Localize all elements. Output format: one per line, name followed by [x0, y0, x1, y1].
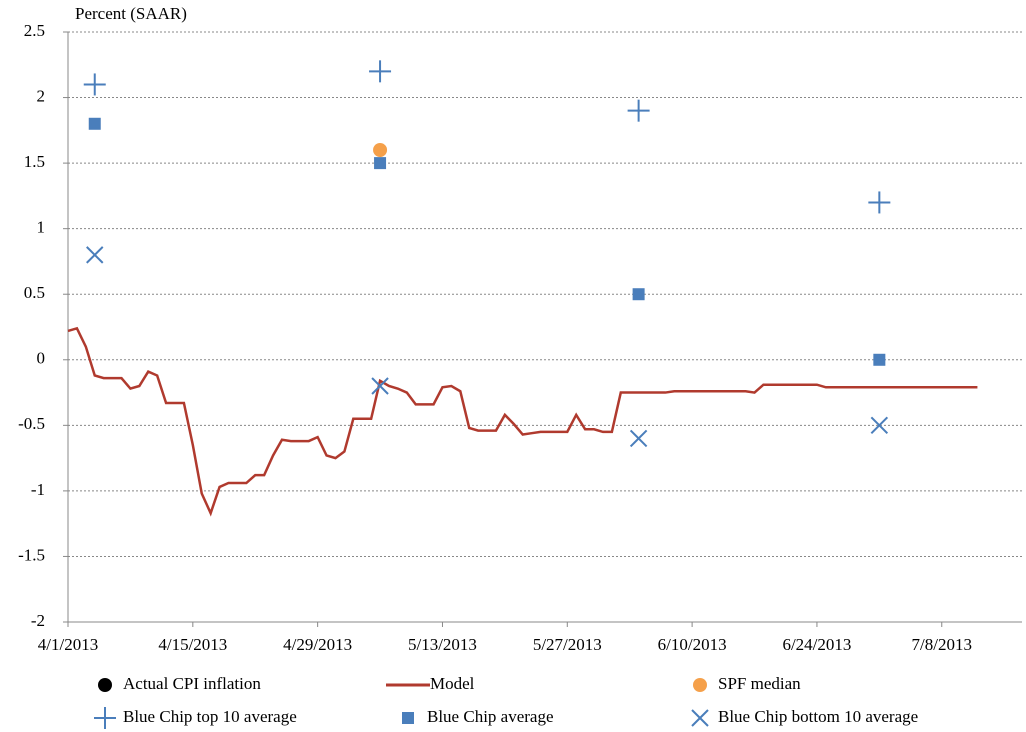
x-tick-label: 6/10/2013	[658, 635, 727, 654]
legend-marker	[691, 709, 709, 727]
y-tick-label: -1.5	[18, 545, 45, 564]
marker-circle	[373, 143, 388, 157]
x-tick-label: 4/15/2013	[158, 635, 227, 654]
y-tick-label: 2.5	[24, 21, 45, 40]
legend-label: Actual CPI inflation	[123, 674, 261, 693]
legend-label: Blue Chip bottom 10 average	[718, 707, 918, 726]
x-tick-label: 5/27/2013	[533, 635, 602, 654]
y-tick-label: -0.5	[18, 414, 45, 433]
x-tick-label: 7/8/2013	[912, 635, 972, 654]
marker-plus	[627, 99, 650, 122]
marker-square	[374, 157, 387, 170]
marker-cross	[86, 246, 104, 264]
marker-plus	[868, 191, 891, 214]
x-tick-label: 4/29/2013	[283, 635, 352, 654]
legend-label: SPF median	[718, 674, 801, 693]
marker-square	[88, 117, 101, 130]
marker-square	[632, 288, 645, 301]
legend-label: Blue Chip average	[427, 707, 554, 726]
marker-square	[873, 353, 886, 366]
y-tick-label: 1.5	[24, 152, 45, 171]
y-tick-label: -2	[31, 611, 45, 630]
y-tick-label: 0	[37, 349, 46, 368]
y-tick-label: 0.5	[24, 283, 45, 302]
legend-label: Model	[430, 674, 475, 693]
x-tick-label: 4/1/2013	[38, 635, 98, 654]
marker-plus	[83, 73, 106, 96]
line	[67, 326, 978, 517]
y-tick-label: -1	[31, 480, 45, 499]
legend-marker	[94, 707, 116, 729]
x-tick-label: 5/13/2013	[408, 635, 477, 654]
legend-marker	[693, 678, 707, 692]
x-tick-label: 6/24/2013	[782, 635, 851, 654]
marker-cross	[371, 377, 389, 395]
marker-plus	[369, 60, 392, 83]
marker-cross	[870, 416, 889, 435]
y-tick-label: 1	[37, 218, 46, 237]
y-axis-label: Percent (SAAR)	[75, 4, 187, 23]
y-tick-label: 2	[37, 86, 46, 105]
legend-marker	[98, 678, 112, 692]
legend-label: Blue Chip top 10 average	[123, 707, 297, 726]
legend-marker	[402, 712, 414, 724]
marker-cross	[629, 429, 648, 448]
